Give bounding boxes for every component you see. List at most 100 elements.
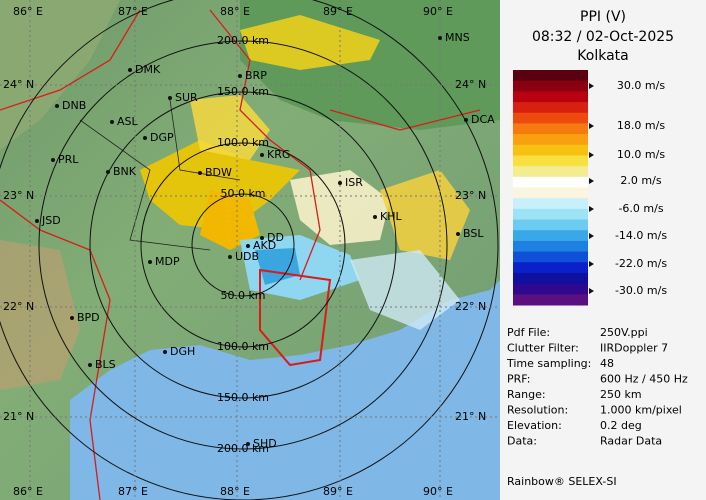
city-dot <box>51 158 55 162</box>
lon-label: 88° E <box>220 5 250 18</box>
city-dot <box>70 316 74 320</box>
city-label: BLS <box>95 358 116 371</box>
color-band <box>513 187 588 199</box>
range-ring <box>140 142 346 348</box>
info-key: Resolution: <box>507 404 568 417</box>
ring-label: 100.0 km <box>217 136 269 149</box>
city-label: DD <box>267 231 284 244</box>
city-label: BDW <box>205 166 232 179</box>
city-dot <box>198 171 202 175</box>
city-label: JSD <box>41 214 61 227</box>
ring-label: 200.0 km <box>217 34 269 47</box>
plateau <box>0 240 80 390</box>
color-band <box>513 112 588 124</box>
ring-label: 200.0 km <box>217 442 269 455</box>
info-value: 250V.ppi <box>600 326 648 339</box>
color-band <box>513 208 588 221</box>
ring-label: 150.0 km <box>217 391 269 404</box>
city-label: SUR <box>175 91 198 104</box>
legend-arrow <box>589 178 594 184</box>
city-dot <box>260 236 264 240</box>
lon-label: 87° E <box>118 485 148 498</box>
legend-arrow <box>589 261 594 267</box>
legend-arrow <box>589 83 594 89</box>
site: Kolkata <box>577 48 628 64</box>
city-dot <box>55 104 59 108</box>
color-band <box>513 262 588 274</box>
city-label: UDB <box>235 250 259 263</box>
lat-label: 21° N <box>455 410 486 423</box>
city-dot <box>106 170 110 174</box>
color-band <box>513 134 588 146</box>
echo <box>380 170 470 260</box>
city-label: BRP <box>245 69 267 82</box>
echo <box>200 190 260 250</box>
color-band <box>513 294 588 306</box>
info-key: Elevation: <box>507 419 562 432</box>
legend-label: -14.0 m/s <box>615 229 667 242</box>
lon-label: 87° E <box>118 5 148 18</box>
city-label: KRG <box>267 148 290 161</box>
color-band <box>513 123 588 135</box>
city-dot <box>260 153 264 157</box>
city-label: DNB <box>62 99 86 112</box>
info-value: 1.000 km/pixel <box>600 404 682 417</box>
ring-label: 50.0 km <box>220 289 265 302</box>
range-rings <box>0 0 499 500</box>
ring-label: 50.0 km <box>220 187 265 200</box>
lat-label: 22° N <box>3 300 34 313</box>
lat-label: 24° N <box>3 78 34 91</box>
echo <box>190 95 270 160</box>
city-label: MDP <box>155 255 180 268</box>
city-dot <box>464 118 468 122</box>
color-band <box>513 176 588 188</box>
city-label: DMK <box>135 63 161 76</box>
legend-label: 10.0 m/s <box>617 148 665 161</box>
legend-arrow <box>589 123 594 129</box>
legend-arrow <box>589 288 594 294</box>
lon-label: 86° E <box>13 485 43 498</box>
lat-label: 24° N <box>455 78 486 91</box>
info-key: PRF: <box>507 373 530 386</box>
info-value: 48 <box>600 357 614 370</box>
city-dot <box>35 219 39 223</box>
info-key: Pdf File: <box>507 326 550 339</box>
color-band <box>513 166 588 178</box>
city-dot <box>228 255 232 259</box>
echo <box>290 170 390 245</box>
legend-label: -22.0 m/s <box>615 257 667 270</box>
color-band <box>513 70 588 82</box>
time: 08:32 / 02-Oct-2025 <box>532 29 674 45</box>
legend-label: -30.0 m/s <box>615 284 667 297</box>
city-label: PRL <box>58 153 79 166</box>
legend-label: 18.0 m/s <box>617 119 665 132</box>
range-ring <box>191 193 295 297</box>
color-band <box>513 155 588 167</box>
range-ring <box>0 0 499 500</box>
city-label: DCA <box>471 113 495 126</box>
echo <box>255 248 300 285</box>
lon-label: 89° E <box>323 485 353 498</box>
color-band <box>513 251 588 263</box>
ring-label: 100.0 km <box>217 340 269 353</box>
info-value: Radar Data <box>600 435 662 448</box>
info-value: IIRDoppler 7 <box>600 342 668 355</box>
city-dot <box>246 244 250 248</box>
city-dot <box>128 68 132 72</box>
color-bar: 30.0 m/s 18.0 m/s 10.0 m/s 2.0 m/s -6.0 m/s -… <box>513 70 667 306</box>
city-dot <box>110 120 114 124</box>
city-dot <box>246 442 250 446</box>
lon-label: 90° E <box>423 485 453 498</box>
city-dot <box>438 36 442 40</box>
city-dot <box>168 96 172 100</box>
ring-label: 150.0 km <box>217 85 269 98</box>
lon-label: 88° E <box>220 485 250 498</box>
lon-label: 90° E <box>423 5 453 18</box>
color-band <box>513 80 588 92</box>
city-dot <box>143 136 147 140</box>
echo <box>140 140 300 230</box>
legend-label: 30.0 m/s <box>617 79 665 92</box>
lon-label: 86° E <box>13 5 43 18</box>
